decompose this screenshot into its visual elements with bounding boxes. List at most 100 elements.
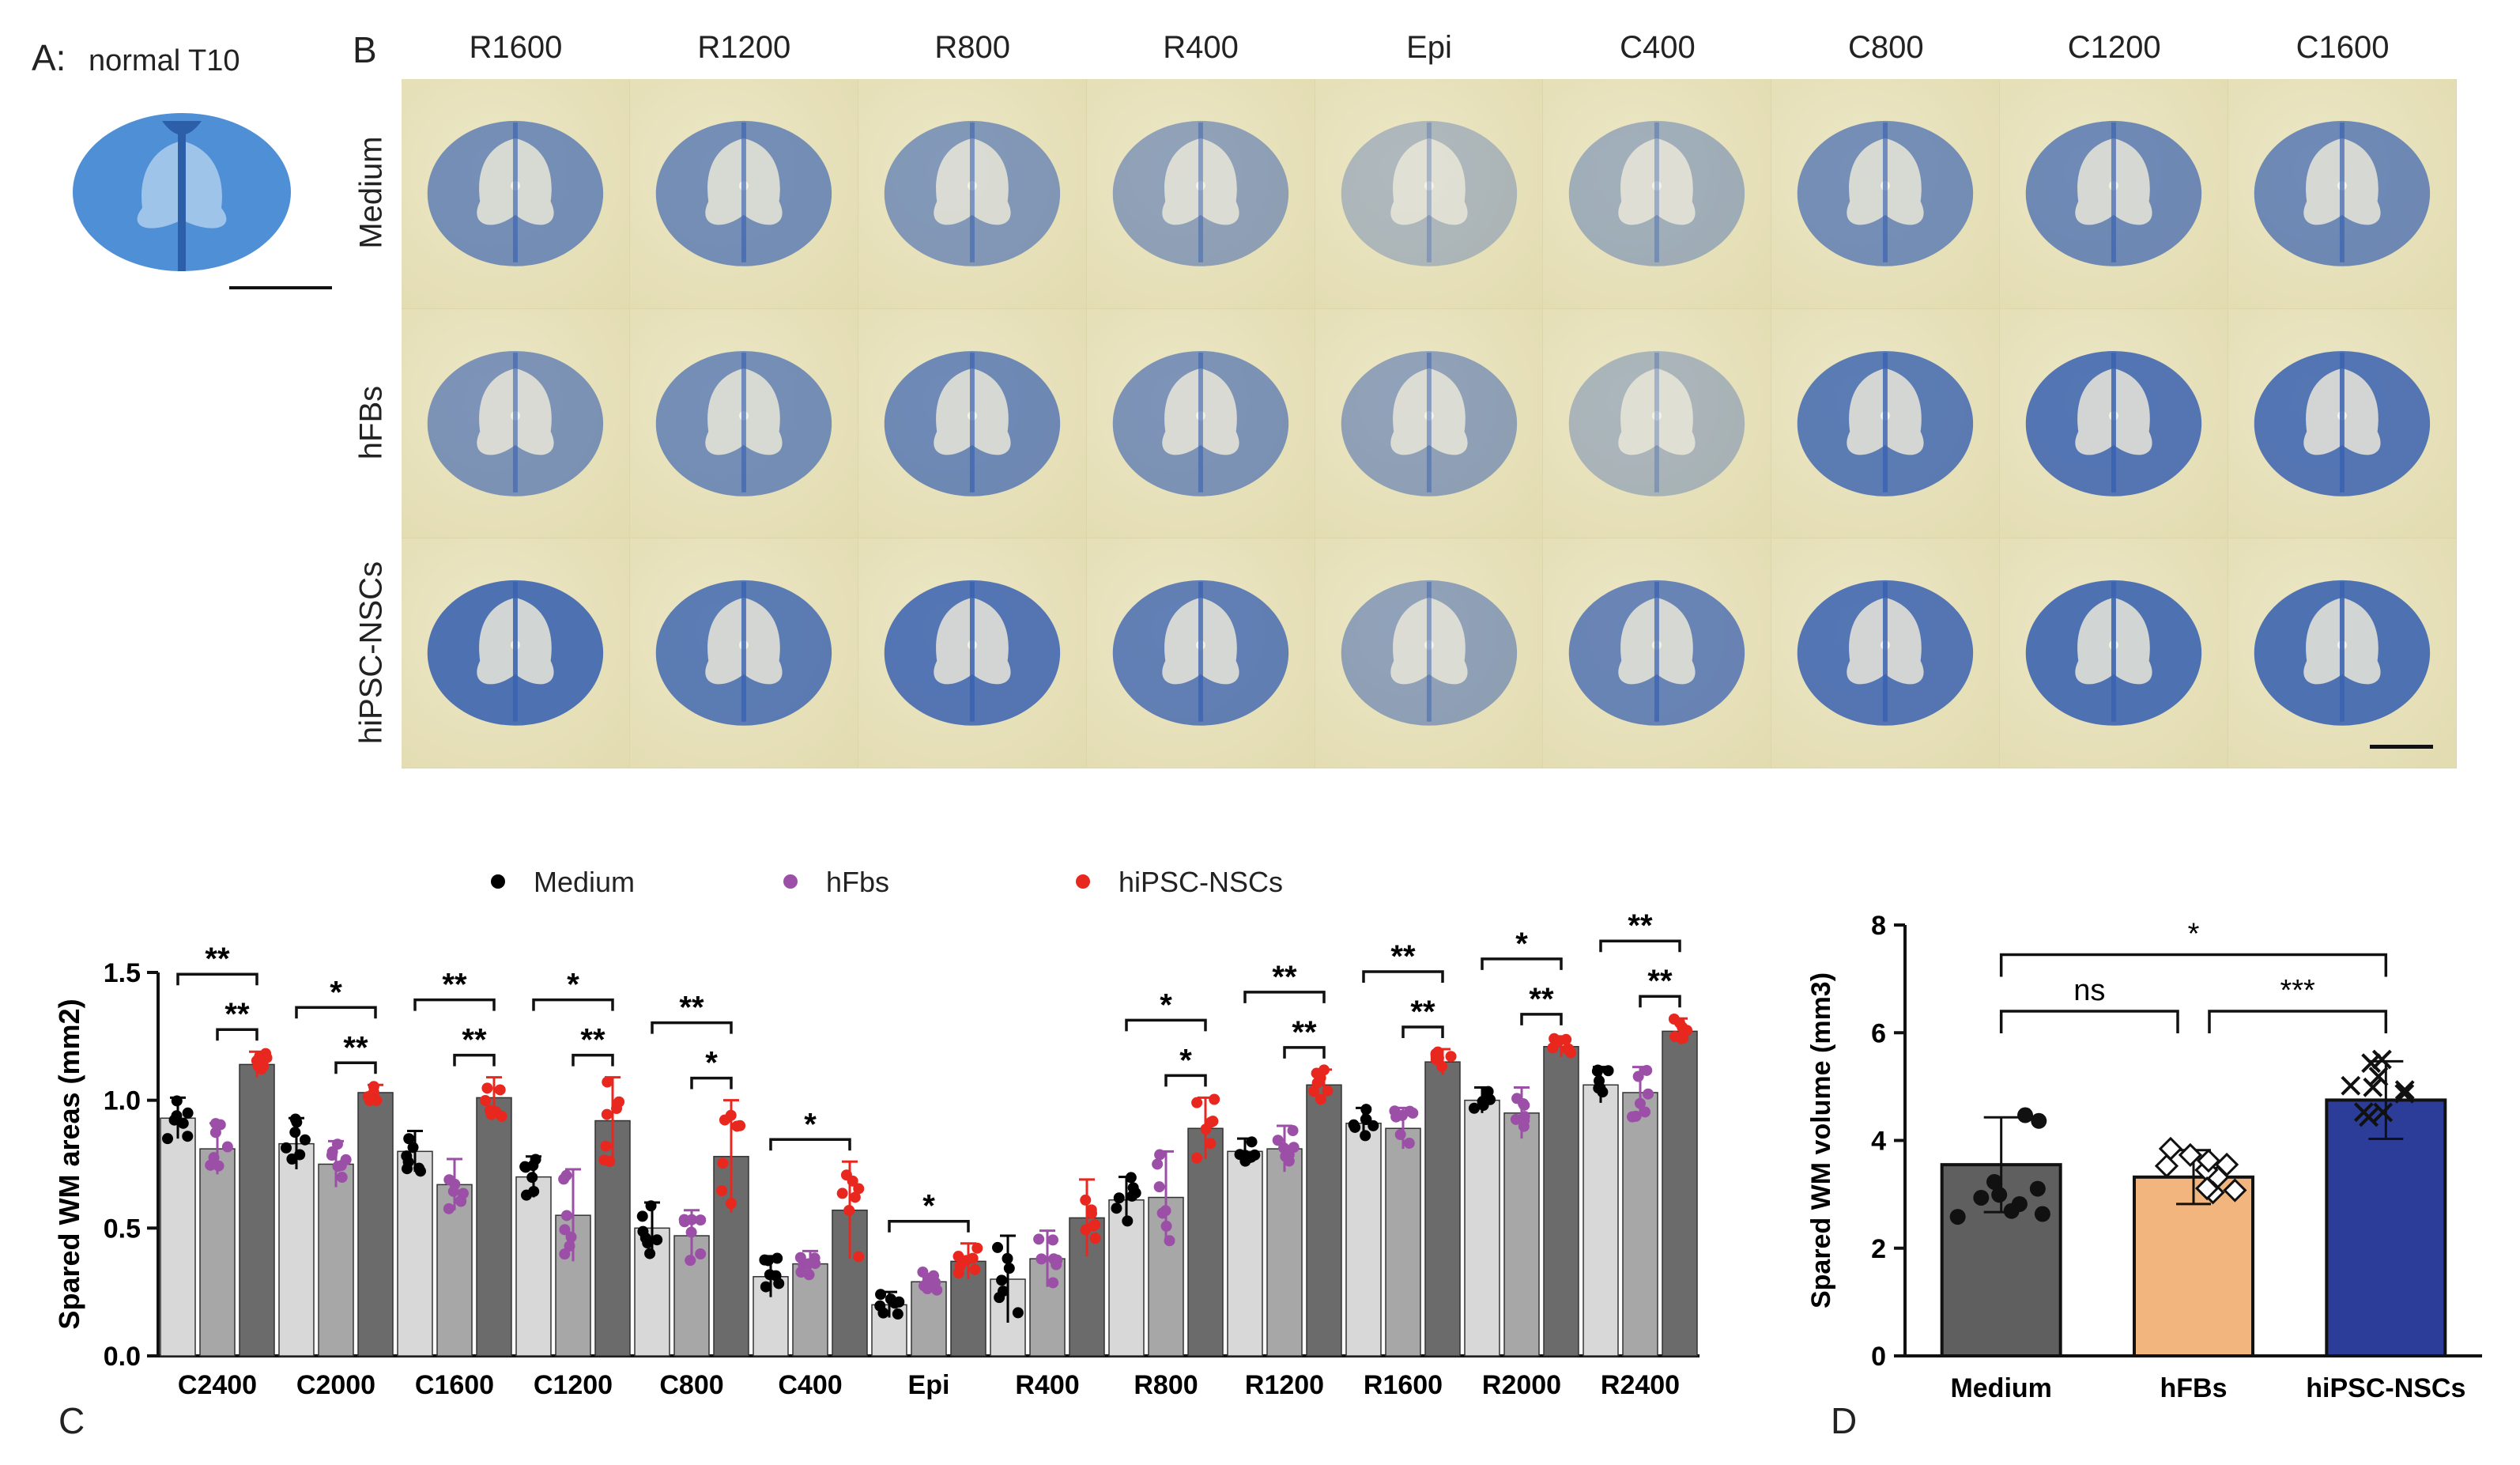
micrograph-cell: [1771, 79, 2001, 309]
data-point: [1673, 1017, 1685, 1029]
micrograph-cell: [1086, 79, 1315, 309]
data-point: [2368, 1067, 2389, 1087]
data-point: [1047, 1234, 1059, 1246]
data-point: [2031, 1112, 2047, 1129]
significance-label: *: [567, 968, 579, 1002]
data-point: [847, 1175, 858, 1187]
data-point: [331, 1138, 343, 1150]
significance-bracket: [453, 1053, 496, 1067]
panel-a-label: normal T10: [89, 44, 240, 77]
significance-bracket: [1164, 1074, 1207, 1087]
significance-bracket: [295, 1006, 377, 1019]
significance-label: **: [205, 942, 230, 976]
bar: [160, 1117, 196, 1357]
data-point: [1033, 1233, 1045, 1245]
data-point: [2394, 1083, 2415, 1104]
data-point: [2195, 1176, 2220, 1201]
bar: [1227, 1150, 1263, 1357]
significance-label: *: [804, 1107, 817, 1142]
bar: [357, 1092, 394, 1357]
data-point: [636, 1210, 648, 1222]
significance-bracket: [1362, 970, 1444, 983]
data-point: [480, 1094, 492, 1106]
significance-bracket: [769, 1138, 851, 1151]
data-point: [291, 1116, 303, 1128]
column-header: R1200: [697, 30, 791, 65]
x-tick-label: C400: [778, 1370, 842, 1400]
data-point: [1160, 1220, 1172, 1232]
significance-label: **: [1390, 939, 1416, 974]
data-point: [1518, 1115, 1530, 1127]
data-point: [481, 1082, 493, 1094]
data-point: [651, 1234, 663, 1246]
data-point: [953, 1251, 964, 1263]
bar: [832, 1209, 868, 1357]
data-point: [209, 1118, 221, 1130]
significance-label: **: [462, 1023, 487, 1058]
data-point: [286, 1153, 298, 1165]
data-point: [1152, 1158, 1164, 1170]
data-point: [1677, 1033, 1689, 1044]
micrograph-cell: [2228, 308, 2457, 539]
x-tick-label: Epi: [908, 1370, 950, 1400]
significance-bracket: [1401, 1025, 1444, 1038]
data-point: [836, 1187, 848, 1199]
significance-label: **: [1529, 982, 1554, 1017]
x-tick-label: hFBs: [2160, 1373, 2228, 1403]
data-point: [371, 1094, 383, 1106]
micrograph-cell: [2000, 79, 2229, 309]
significance-bracket: [532, 998, 614, 1011]
data-point: [2353, 1102, 2374, 1123]
significance-label: *: [705, 1046, 718, 1081]
significance-bracket: [1520, 1013, 1563, 1025]
data-point: [2029, 1180, 2046, 1197]
bar: [278, 1142, 315, 1357]
data-point: [496, 1111, 507, 1123]
data-point: [1973, 1189, 1990, 1206]
x-tick-label: R800: [1134, 1370, 1198, 1400]
data-point: [1511, 1093, 1523, 1104]
micrograph-cell: [1315, 79, 1544, 309]
bar: [318, 1163, 354, 1357]
data-point: [1349, 1121, 1361, 1133]
significance-label: *: [1515, 927, 1528, 961]
data-point: [289, 1127, 301, 1138]
column-header: Epi: [1406, 30, 1452, 65]
row-header: hiPSC-NSCs: [353, 561, 389, 744]
legend-marker: [783, 874, 798, 889]
data-point: [954, 1260, 966, 1272]
x-tick-label: R1600: [1364, 1370, 1443, 1400]
micrograph-cell: [402, 308, 630, 539]
data-point: [996, 1274, 1008, 1286]
data-point: [875, 1289, 887, 1301]
bar: [1543, 1046, 1579, 1357]
scale-bar-a: [229, 286, 332, 289]
panel-d-letter: D: [1831, 1400, 1858, 1441]
data-point: [326, 1150, 338, 1161]
significance-bracket: [1999, 1010, 2179, 1033]
column-header: R1600: [469, 30, 563, 65]
data-point: [336, 1172, 348, 1184]
x-tick-label: R2400: [1601, 1370, 1680, 1400]
y-tick-label: 1.5: [104, 958, 141, 988]
data-point: [678, 1214, 690, 1225]
data-point: [401, 1150, 413, 1162]
bar: [1662, 1030, 1698, 1357]
data-point: [1483, 1093, 1495, 1105]
bar: [1464, 1099, 1500, 1357]
data-point: [1130, 1187, 1141, 1199]
significance-label: *: [922, 1189, 935, 1224]
data-point: [407, 1142, 419, 1153]
y-tick-label: 2: [1871, 1234, 1886, 1264]
data-point: [2371, 1049, 2392, 1070]
data-point: [1153, 1181, 1165, 1193]
data-point: [716, 1185, 728, 1197]
data-point: [601, 1108, 613, 1120]
significance-bracket: [888, 1219, 970, 1233]
significance-bracket: [1125, 1018, 1207, 1032]
y-tick-label: 0.5: [104, 1214, 141, 1244]
data-point: [1394, 1129, 1406, 1141]
micrograph-cell: [2228, 79, 2457, 309]
data-point: [1991, 1187, 2008, 1203]
micrograph-cell: [858, 79, 1087, 309]
